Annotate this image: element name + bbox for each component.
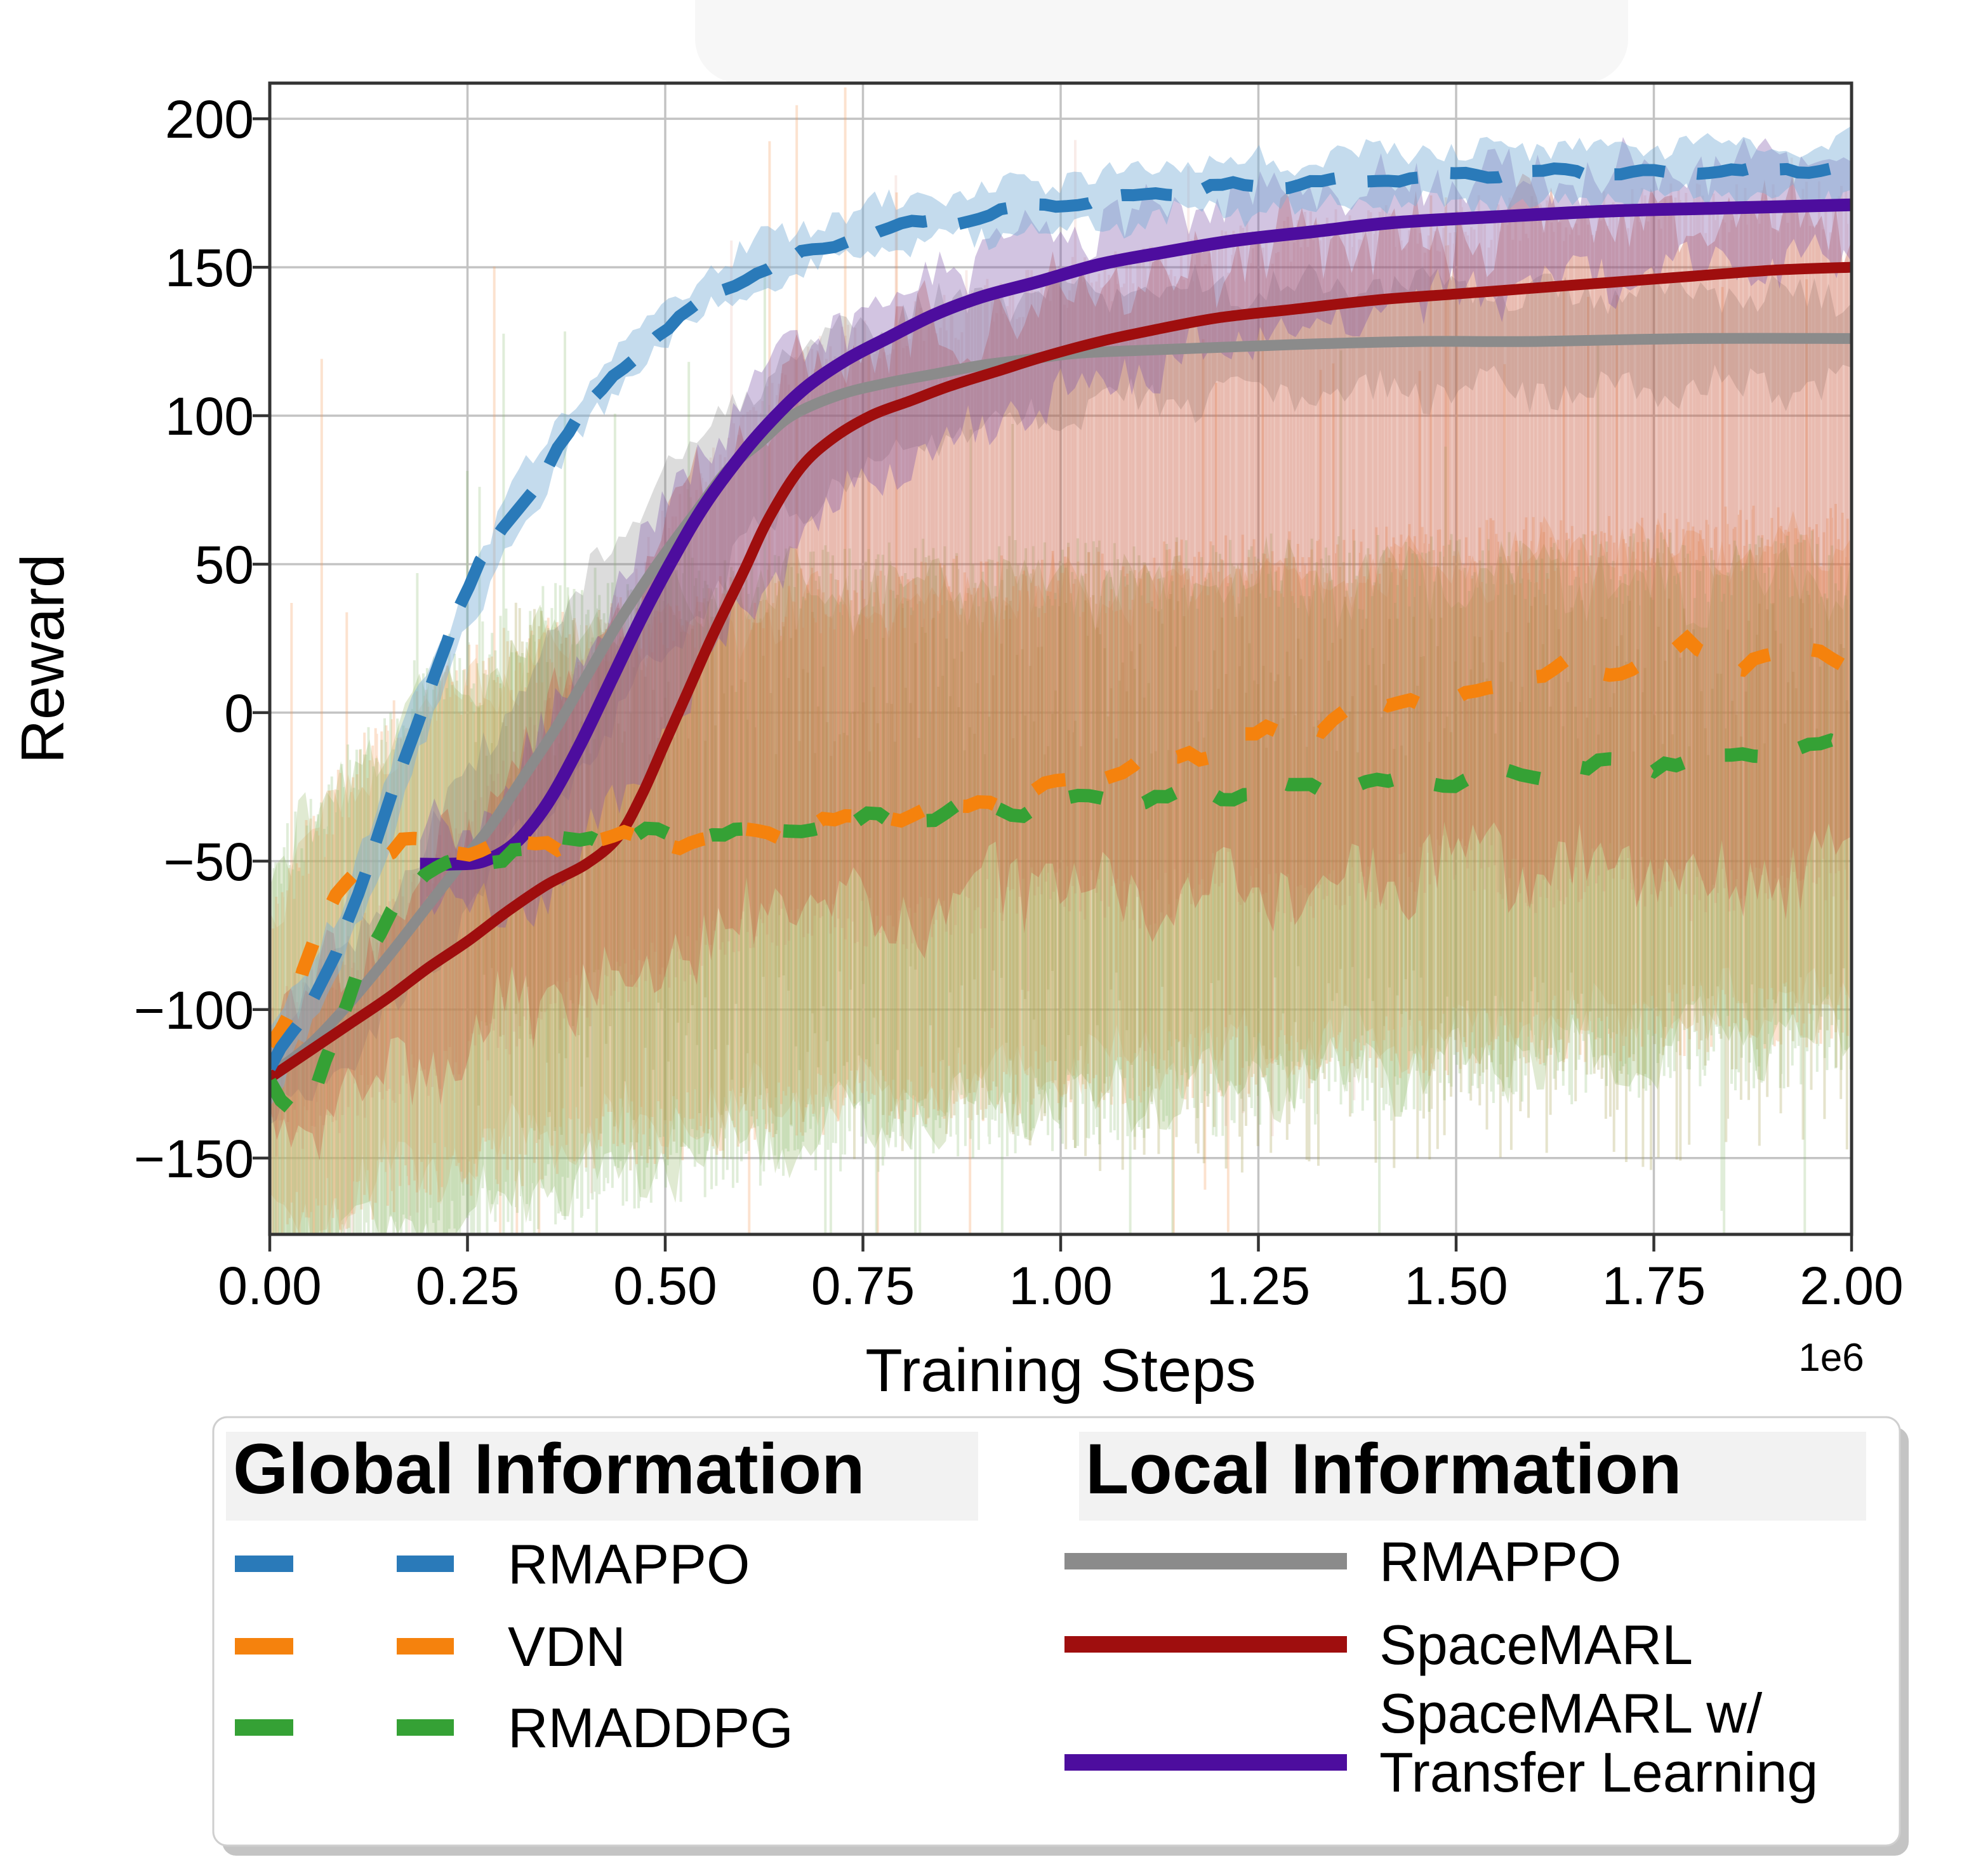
x-tick-label: 1.25 bbox=[1207, 1256, 1311, 1316]
y-tick-label: −150 bbox=[134, 1129, 254, 1189]
x-axis-title: Training Steps bbox=[865, 1337, 1256, 1404]
legend-heading-local: Local Information bbox=[1085, 1429, 1682, 1509]
legend-heading-band-global bbox=[226, 1432, 978, 1521]
series-line-spacemarl-tl bbox=[420, 198, 1852, 871]
x-tick-label: 1.00 bbox=[1009, 1256, 1113, 1316]
legend-label-spacemarl: SpaceMARL bbox=[1379, 1613, 1693, 1676]
olive-episode-traces bbox=[474, 594, 1852, 1173]
y-tick-label: −100 bbox=[134, 981, 254, 1040]
series-band-spacemarl-tl bbox=[420, 136, 1851, 928]
legend-swatch-rmaddpg bbox=[397, 1719, 454, 1736]
legend-heading-global: Global Information bbox=[233, 1429, 865, 1509]
y-axis-title: Reward bbox=[9, 554, 77, 764]
x-tick-label: 2.00 bbox=[1800, 1256, 1904, 1316]
legend-label-spacemarl-tl-line2: Transfer Learning bbox=[1379, 1741, 1818, 1804]
legend-label-rmappo-local: RMAPPO bbox=[1379, 1530, 1621, 1593]
series-line-rmappo-global bbox=[270, 161, 1843, 1071]
x-tick-label: 0.50 bbox=[613, 1256, 717, 1316]
y-tick-label: 100 bbox=[165, 386, 254, 446]
legend-label-vdn: VDN bbox=[508, 1615, 626, 1678]
series-band-rmaddpg bbox=[270, 536, 1850, 1234]
y-tick-label: 200 bbox=[165, 89, 254, 149]
x-tick-label: 1.50 bbox=[1404, 1256, 1508, 1316]
top-overlay-artifact bbox=[695, 0, 1628, 83]
x-tick-label: 0.75 bbox=[811, 1256, 915, 1316]
series-band-vdn bbox=[270, 510, 1850, 1234]
legend-box bbox=[212, 1416, 1901, 1847]
y-tick-label: 0 bbox=[224, 684, 254, 743]
x-tick-label: 1.75 bbox=[1602, 1256, 1706, 1316]
y-tick-label: 50 bbox=[195, 535, 254, 595]
legend-swatch-rmappo-global bbox=[235, 1556, 293, 1572]
legend-swatch-rmaddpg bbox=[235, 1719, 293, 1736]
legend-label-rmaddpg: RMADDPG bbox=[508, 1696, 793, 1759]
legend-label-spacemarl-tl-line1: SpaceMARL w/ bbox=[1379, 1682, 1763, 1745]
legend-swatch-rmappo-global bbox=[397, 1556, 454, 1572]
legend-label-rmappo-global: RMAPPO bbox=[508, 1533, 750, 1595]
x-tick-label: 0.25 bbox=[416, 1256, 520, 1316]
series-band-spacemarl bbox=[270, 173, 1850, 1161]
y-tick-label: −50 bbox=[164, 832, 255, 892]
series-line-spacemarl bbox=[270, 261, 1852, 1083]
legend-swatch-vdn bbox=[235, 1638, 293, 1655]
x-tick-label: 0.00 bbox=[218, 1256, 322, 1316]
y-tick-label: 150 bbox=[165, 238, 254, 298]
legend-swatch-vdn bbox=[397, 1638, 454, 1655]
legend-heading-band-local bbox=[1079, 1432, 1866, 1521]
x-offset-label: 1e6 bbox=[1798, 1336, 1864, 1380]
series-line-vdn bbox=[270, 629, 1846, 1050]
grid bbox=[270, 83, 1852, 1234]
series-band-rmappo-local bbox=[270, 263, 1850, 1125]
